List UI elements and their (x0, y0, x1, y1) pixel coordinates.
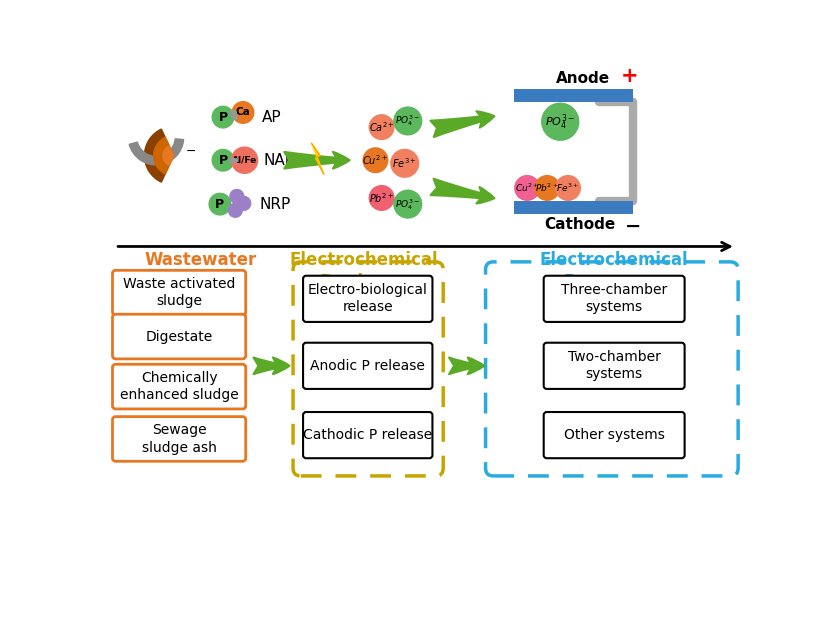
Circle shape (209, 193, 231, 215)
Text: Digestate: Digestate (145, 330, 213, 343)
FancyBboxPatch shape (303, 343, 432, 389)
Text: $Fe^{3+}$: $Fe^{3+}$ (557, 182, 579, 194)
Wedge shape (163, 146, 174, 165)
Text: Waste activated
sludge: Waste activated sludge (123, 277, 235, 308)
Text: Electrochemical
P recovery: Electrochemical P recovery (540, 251, 688, 292)
Text: Cathode: Cathode (543, 217, 615, 232)
Text: $Cu^{2+}$: $Cu^{2+}$ (362, 153, 388, 167)
FancyBboxPatch shape (112, 314, 246, 359)
Text: P: P (219, 154, 228, 167)
Circle shape (369, 115, 394, 140)
Bar (514, 201, 633, 214)
Text: Two-chamber
systems: Two-chamber systems (568, 350, 661, 381)
Wedge shape (154, 138, 174, 174)
Text: Electro-biological
release: Electro-biological release (307, 283, 428, 315)
Text: P: P (215, 197, 224, 211)
Polygon shape (312, 143, 324, 174)
Circle shape (232, 147, 258, 173)
Text: $Ca^{2+}$: $Ca^{2+}$ (369, 120, 395, 134)
Text: Al/Fe: Al/Fe (232, 156, 257, 164)
Circle shape (237, 196, 251, 211)
FancyBboxPatch shape (293, 262, 443, 476)
Text: $PO_4^{3-}$: $PO_4^{3-}$ (545, 112, 575, 131)
Text: Ca: Ca (236, 108, 250, 118)
Circle shape (232, 102, 253, 123)
Text: +: + (621, 66, 638, 87)
Circle shape (542, 103, 578, 140)
Text: Three-chamber
systems: Three-chamber systems (561, 283, 667, 315)
FancyBboxPatch shape (543, 412, 685, 459)
Text: AP: AP (263, 110, 282, 125)
Circle shape (363, 148, 388, 173)
FancyBboxPatch shape (485, 262, 738, 476)
Text: Chemically
enhanced sludge: Chemically enhanced sludge (120, 371, 238, 402)
Circle shape (212, 107, 234, 128)
Text: $Cu^{2+}$: $Cu^{2+}$ (515, 182, 539, 194)
Circle shape (394, 107, 421, 135)
Text: Electrochemical
P release: Electrochemical P release (289, 251, 438, 292)
Text: $Pb^{2+}$: $Pb^{2+}$ (369, 191, 394, 205)
Text: Sewage
sludge ash: Sewage sludge ash (141, 423, 217, 455)
Text: −: − (185, 145, 196, 158)
Text: Cathodic P release: Cathodic P release (303, 428, 432, 442)
Circle shape (229, 203, 243, 217)
Circle shape (230, 189, 243, 203)
Text: $PO_4^{3-}$: $PO_4^{3-}$ (396, 113, 420, 128)
FancyBboxPatch shape (112, 364, 246, 409)
Circle shape (515, 176, 539, 200)
FancyBboxPatch shape (543, 343, 685, 389)
FancyBboxPatch shape (112, 417, 246, 461)
Wedge shape (145, 129, 174, 182)
Text: Other systems: Other systems (563, 428, 665, 442)
Circle shape (535, 176, 559, 200)
Circle shape (369, 186, 394, 211)
FancyBboxPatch shape (303, 412, 432, 459)
Circle shape (212, 150, 234, 171)
Wedge shape (130, 139, 184, 165)
Text: NAIP: NAIP (263, 153, 299, 168)
FancyBboxPatch shape (112, 270, 246, 315)
Text: $Pb^{2+}$: $Pb^{2+}$ (535, 182, 559, 194)
Text: $PO_4^{3-}$: $PO_4^{3-}$ (396, 197, 420, 212)
Circle shape (394, 190, 421, 218)
Bar (514, 88, 633, 102)
FancyBboxPatch shape (543, 276, 685, 322)
Text: P: P (219, 111, 228, 123)
Circle shape (556, 176, 580, 200)
Text: Anode: Anode (556, 71, 611, 87)
Text: Wastewater
sludge: Wastewater sludge (145, 251, 257, 292)
Circle shape (391, 150, 419, 177)
FancyBboxPatch shape (303, 276, 432, 322)
Text: NRP: NRP (260, 197, 291, 212)
Text: Anodic P release: Anodic P release (310, 359, 425, 373)
Text: $Fe^{3+}$: $Fe^{3+}$ (392, 156, 417, 170)
Text: −: − (625, 217, 642, 236)
